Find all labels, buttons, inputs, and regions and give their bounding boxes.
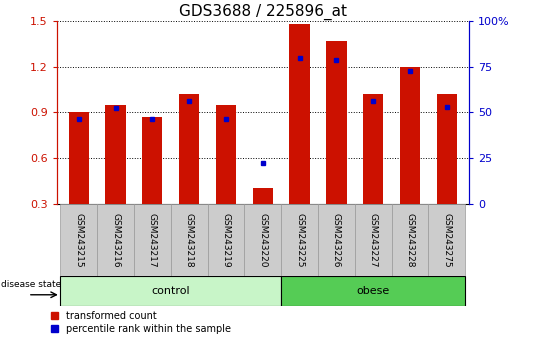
Text: GSM243215: GSM243215: [74, 212, 83, 267]
Bar: [60, 276, 281, 306]
Bar: [281, 276, 465, 306]
Bar: [355, 204, 392, 276]
Bar: [326, 41, 347, 204]
Bar: [318, 204, 355, 276]
Bar: [253, 188, 273, 204]
Bar: [216, 105, 236, 204]
Text: GSM243219: GSM243219: [222, 212, 231, 267]
Text: control: control: [151, 286, 190, 296]
Bar: [392, 204, 429, 276]
Bar: [281, 204, 318, 276]
Text: GSM243216: GSM243216: [111, 212, 120, 267]
Text: GSM243220: GSM243220: [258, 213, 267, 267]
Bar: [60, 204, 97, 276]
Title: GDS3688 / 225896_at: GDS3688 / 225896_at: [179, 4, 347, 20]
Bar: [429, 204, 465, 276]
Bar: [244, 204, 281, 276]
Bar: [142, 117, 162, 204]
Text: obese: obese: [357, 286, 390, 296]
Text: disease state: disease state: [1, 280, 61, 289]
Text: GSM243226: GSM243226: [332, 213, 341, 267]
Bar: [68, 113, 89, 204]
Bar: [400, 67, 420, 204]
Bar: [106, 105, 126, 204]
Text: GSM243228: GSM243228: [405, 213, 414, 267]
Bar: [179, 94, 199, 204]
Text: GSM243217: GSM243217: [148, 212, 157, 267]
Text: GSM243227: GSM243227: [369, 213, 378, 267]
Bar: [208, 204, 244, 276]
Bar: [171, 204, 208, 276]
Legend: transformed count, percentile rank within the sample: transformed count, percentile rank withi…: [51, 311, 231, 334]
Text: GSM243225: GSM243225: [295, 213, 304, 267]
Bar: [437, 94, 457, 204]
Bar: [134, 204, 171, 276]
Bar: [289, 24, 310, 204]
Bar: [97, 204, 134, 276]
Text: GSM243275: GSM243275: [443, 212, 451, 267]
Text: GSM243218: GSM243218: [185, 212, 194, 267]
Bar: [363, 94, 383, 204]
